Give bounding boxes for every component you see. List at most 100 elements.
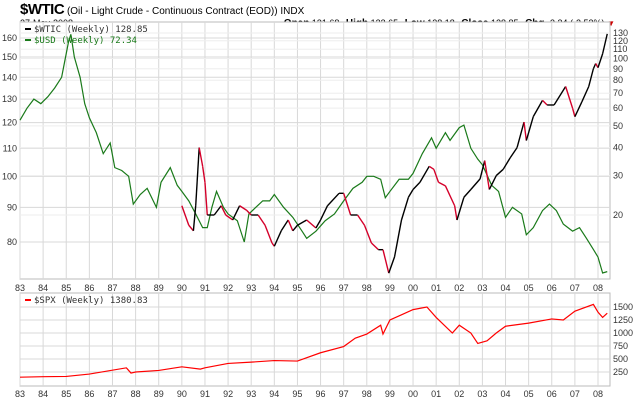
left-axis-tick-label: 100 bbox=[2, 171, 17, 181]
x-tick-label: 90 bbox=[177, 283, 187, 293]
legend-label: $USD (Weekly) 72.34 bbox=[34, 36, 137, 46]
wtic-series-segment bbox=[225, 214, 234, 221]
x-tick-label: 86 bbox=[84, 283, 94, 293]
x-tick-label: 83 bbox=[15, 283, 25, 293]
wtic-series-segment bbox=[484, 160, 491, 190]
left-axis-tick-label: 160 bbox=[2, 33, 17, 43]
right-axis-tick-label: 50 bbox=[613, 121, 623, 131]
wtic-series-segment bbox=[581, 86, 590, 103]
x-tick-label: 84 bbox=[38, 389, 48, 399]
wtic-series-segment bbox=[204, 182, 208, 216]
wtic-series-segment bbox=[564, 86, 574, 109]
main-panel bbox=[19, 21, 611, 280]
wtic-series-segment bbox=[516, 121, 525, 148]
exchange: INDX bbox=[280, 6, 305, 17]
wtic-series-segment bbox=[419, 165, 430, 183]
x-tick-label: 91 bbox=[200, 283, 210, 293]
wtic-series-segment bbox=[201, 166, 206, 183]
right-axis-tick-label: 70 bbox=[613, 88, 623, 98]
wtic-series-segment bbox=[315, 219, 322, 229]
wtic-series-segment bbox=[287, 219, 294, 232]
x-tick-label: 92 bbox=[223, 389, 233, 399]
wtic-series-segment bbox=[574, 101, 583, 117]
wtic-series-segment bbox=[463, 189, 472, 198]
right-axis-tick-label: 30 bbox=[613, 171, 623, 181]
x-tick-label: 97 bbox=[339, 389, 349, 399]
x-tick-label: 90 bbox=[177, 389, 187, 399]
wtic-series-segment bbox=[433, 169, 440, 183]
wtic-series-segment bbox=[393, 219, 403, 258]
symbol: $WTIC bbox=[20, 1, 65, 18]
x-tick-label: 08 bbox=[593, 389, 603, 399]
wtic-series-segment bbox=[306, 219, 317, 229]
x-tick-label: 02 bbox=[454, 389, 464, 399]
x-tick-label: 97 bbox=[339, 283, 349, 293]
x-tick-label: 92 bbox=[223, 283, 233, 293]
spx-axis-tick-label: 1500 bbox=[613, 302, 633, 312]
x-tick-label: 01 bbox=[431, 389, 441, 399]
wtic-series-segment bbox=[456, 197, 465, 221]
right-axis-tick-label: 60 bbox=[613, 103, 623, 113]
wtic-series-segment bbox=[444, 185, 456, 207]
x-tick-label: 00 bbox=[408, 389, 418, 399]
x-tick-label: 83 bbox=[15, 389, 25, 399]
wtic-series-segment bbox=[319, 205, 329, 221]
x-tick-label: 91 bbox=[200, 389, 210, 399]
wtic-series-segment bbox=[280, 219, 289, 232]
right-axis-tick-label: 120 bbox=[613, 36, 628, 46]
x-tick-label: 87 bbox=[107, 389, 117, 399]
left-axis-tick-label: 130 bbox=[2, 94, 17, 104]
x-tick-label: 85 bbox=[61, 389, 71, 399]
left-axis-tick-label: 90 bbox=[7, 202, 17, 212]
right-axis-tick-label: 20 bbox=[613, 210, 623, 220]
x-tick-label: 86 bbox=[84, 389, 94, 399]
wtic-series-segment bbox=[542, 99, 548, 106]
x-tick-label: 04 bbox=[501, 283, 511, 293]
x-tick-label: 89 bbox=[154, 283, 164, 293]
x-tick-label: 07 bbox=[570, 283, 580, 293]
wtic-series-segment bbox=[273, 230, 282, 247]
wtic-series-segment bbox=[297, 219, 308, 226]
wtic-series-segment bbox=[509, 147, 518, 159]
x-tick-label: 89 bbox=[154, 389, 164, 399]
x-tick-label: 95 bbox=[292, 283, 302, 293]
wtic-series-segment bbox=[370, 242, 379, 251]
x-tick-label: 96 bbox=[316, 283, 326, 293]
wtic-series-segment bbox=[553, 86, 567, 106]
wtic-series-segment bbox=[488, 175, 497, 190]
chart-title: $WTIC (Oil - Light Crude - Continuous Co… bbox=[20, 1, 304, 18]
wtic-series-segment bbox=[502, 157, 511, 170]
wtic-series-segment bbox=[592, 63, 597, 70]
wtic-series-segment bbox=[382, 249, 390, 274]
wtic-series-segment bbox=[188, 224, 194, 232]
x-tick-label: 87 bbox=[107, 283, 117, 293]
wtic-series-segment bbox=[246, 209, 252, 216]
wtic-series-segment bbox=[525, 116, 534, 141]
x-tick-label: 02 bbox=[454, 283, 464, 293]
x-tick-label: 95 bbox=[292, 389, 302, 399]
wtic-series-segment bbox=[257, 214, 266, 226]
wtic-series-segment bbox=[470, 178, 481, 190]
x-tick-label: 99 bbox=[385, 283, 395, 293]
right-axis-tick-label: 110 bbox=[613, 44, 627, 54]
right-axis-tick-label: 80 bbox=[613, 75, 623, 85]
wtic-series-segment bbox=[532, 100, 544, 117]
x-tick-label: 06 bbox=[547, 283, 557, 293]
x-tick-label: 98 bbox=[362, 389, 372, 399]
x-tick-label: 85 bbox=[61, 283, 71, 293]
wtic-series-segment bbox=[198, 147, 204, 167]
x-tick-label: 98 bbox=[362, 283, 372, 293]
spx-axis-tick-label: 250 bbox=[613, 367, 628, 377]
right-axis-tick-label: 90 bbox=[613, 64, 623, 74]
legend-label: $WTIC (Weekly) 128.85 bbox=[34, 25, 148, 35]
wtic-series-segment bbox=[232, 205, 241, 221]
wtic-series-segment bbox=[213, 205, 222, 216]
wtic-series-segment bbox=[601, 33, 608, 54]
x-tick-label: 03 bbox=[477, 389, 487, 399]
wtic-series-segment bbox=[400, 197, 410, 221]
spx-series-line bbox=[19, 303, 608, 378]
wtic-series-segment bbox=[264, 224, 273, 244]
wtic-series-segment bbox=[356, 214, 366, 226]
right-axis-tick-label: 40 bbox=[613, 143, 623, 153]
usd-series-line bbox=[19, 34, 608, 274]
